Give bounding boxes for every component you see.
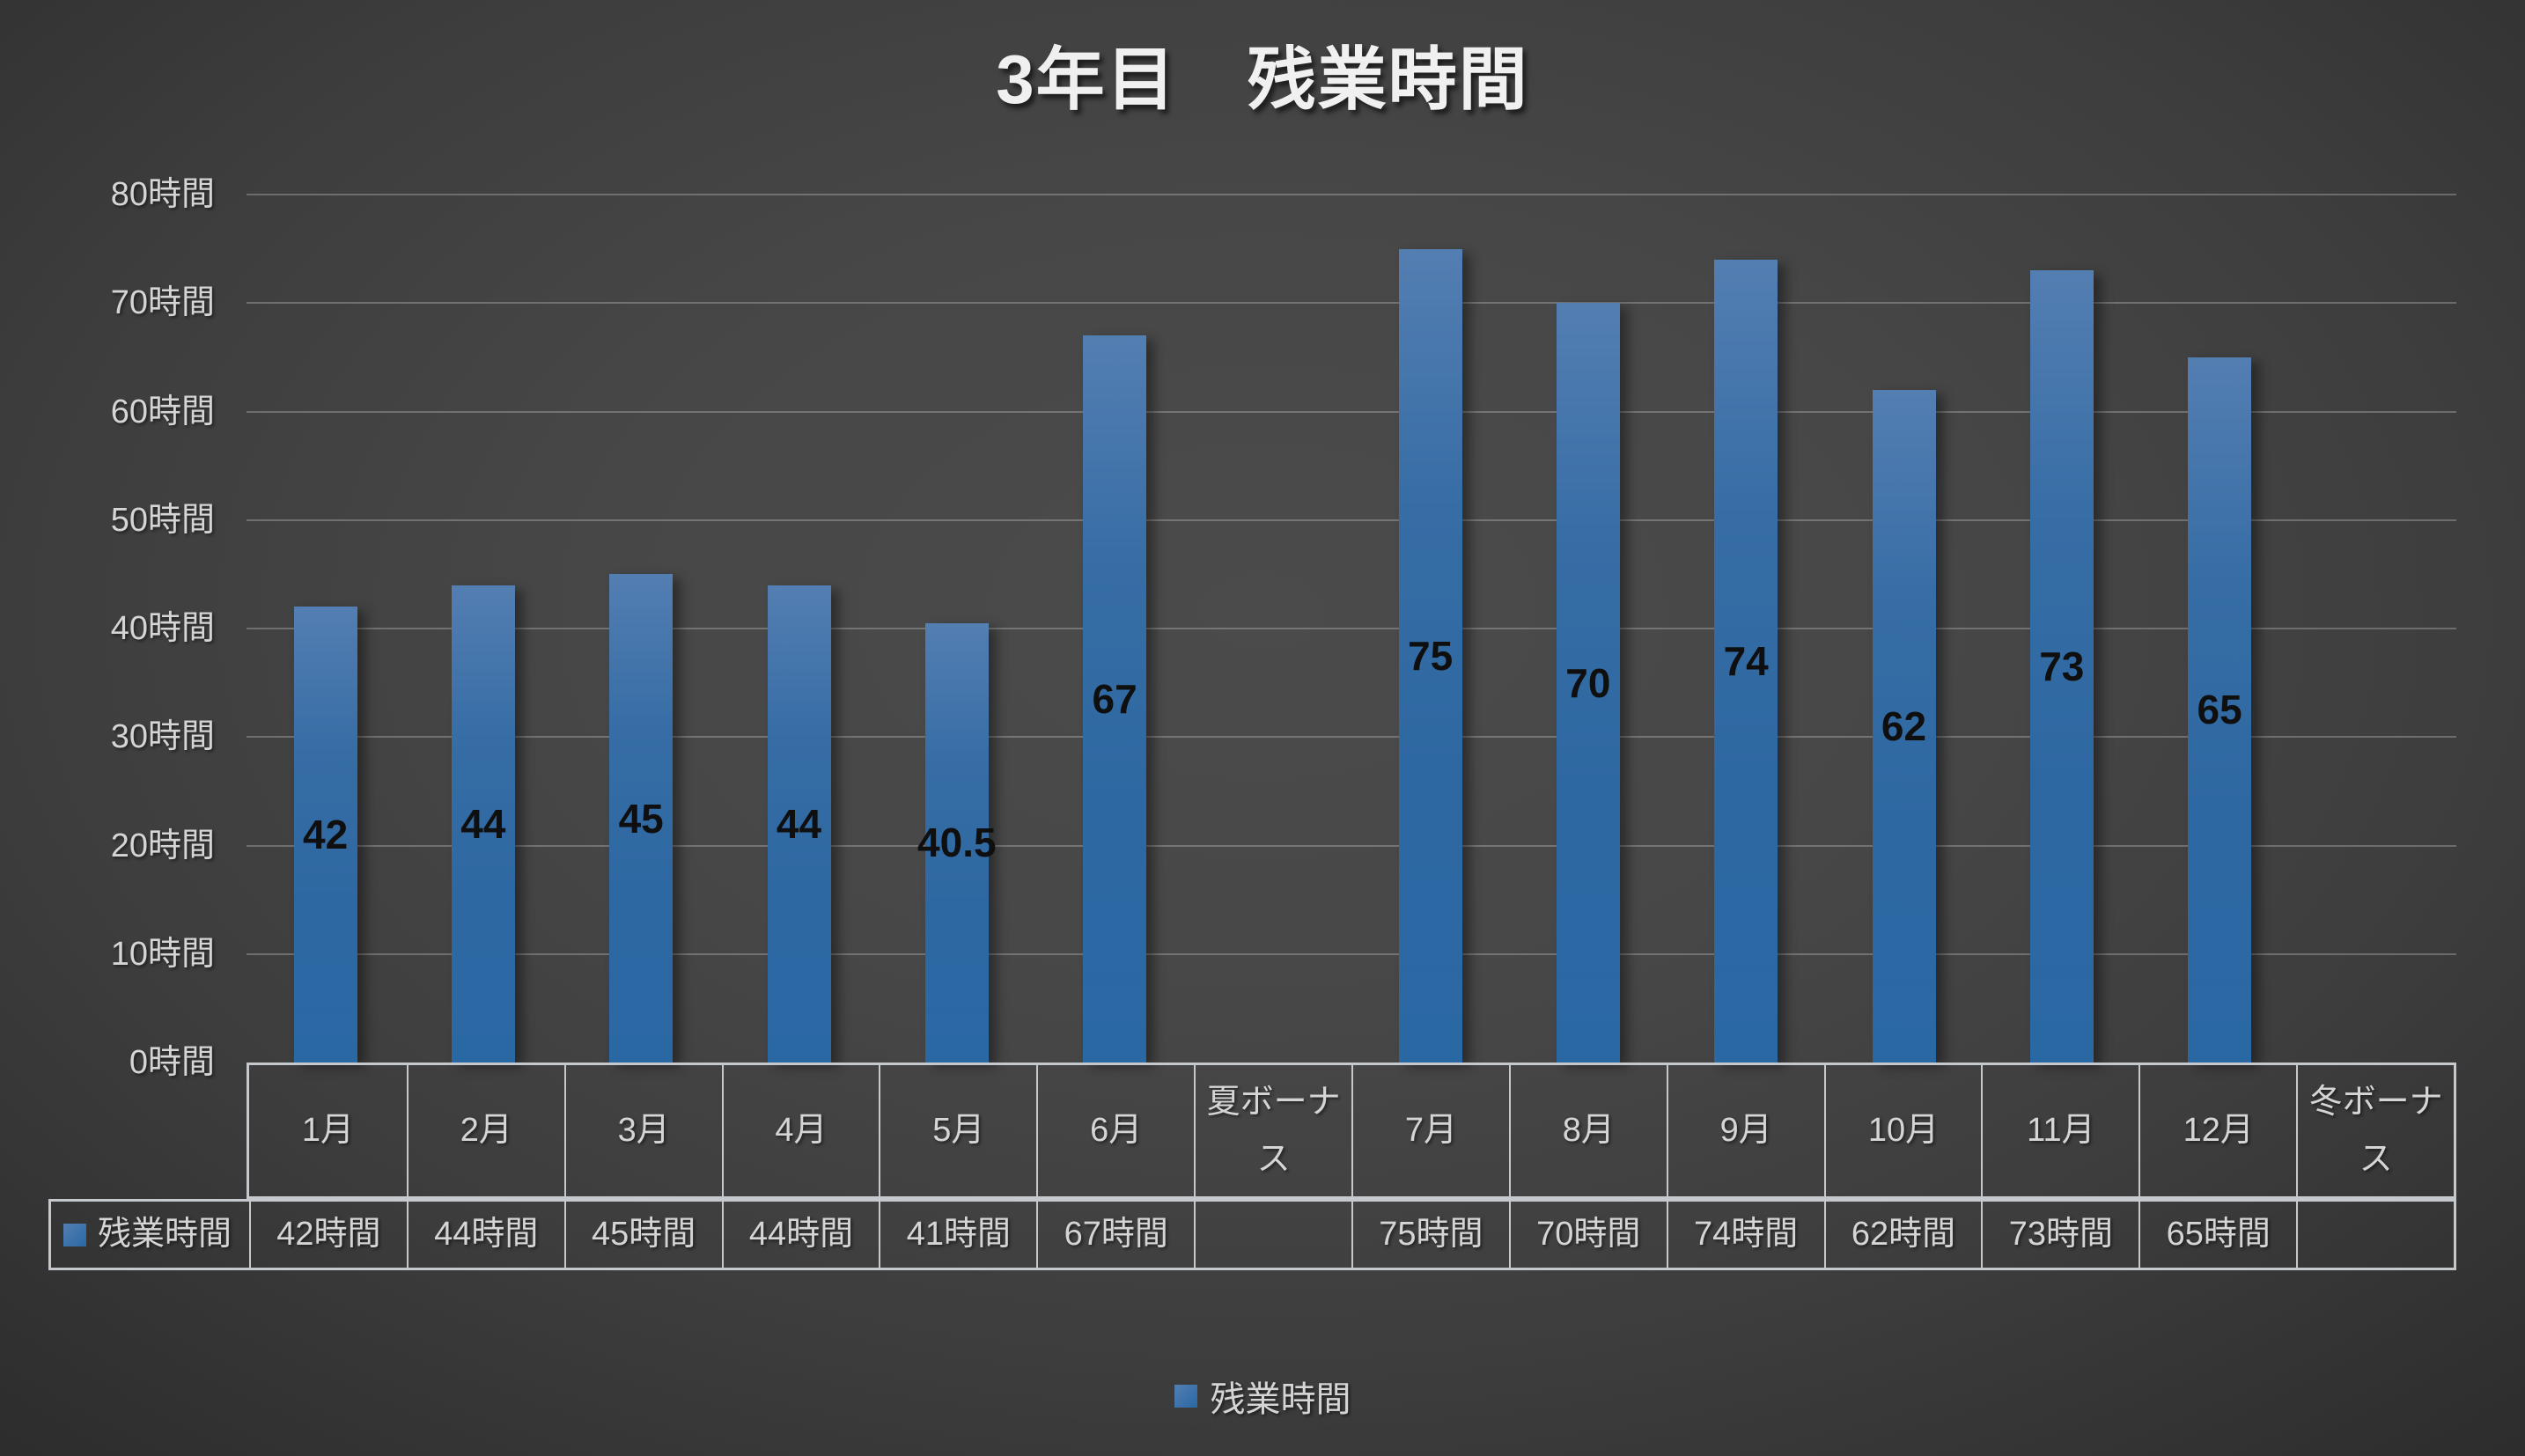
table-value-cell: 44時間	[721, 1202, 880, 1268]
bar-data-label: 62	[1881, 702, 1927, 749]
y-axis-tick-label: 10時間	[110, 935, 215, 973]
legend-label: 残業時間	[1210, 1380, 1351, 1419]
table-value-cell: 62時間	[1823, 1202, 1982, 1268]
legend-swatch-icon	[1174, 1385, 1197, 1408]
table-value-cell: 45時間	[563, 1202, 722, 1268]
table-category-header: 1月	[301, 1112, 354, 1150]
table-category-header: 4月	[721, 1065, 880, 1196]
table-category-header: 12月	[2139, 1065, 2296, 1196]
y-axis-tick-label: 40時間	[110, 610, 215, 647]
legend-swatch-icon	[63, 1223, 86, 1246]
table-value-cell: 73時間	[1981, 1202, 2139, 1268]
bar[interactable]: 40.5	[917, 622, 997, 1063]
gridline-h	[247, 736, 2456, 739]
bar[interactable]: 65	[2188, 357, 2252, 1063]
table-value-cell: 74時間	[1666, 1202, 1824, 1268]
bar-data-label: 40.5	[917, 820, 997, 866]
gridline-h	[247, 302, 2456, 305]
gridline-h	[247, 952, 2456, 955]
y-axis-tick-label: 70時間	[110, 284, 215, 322]
y-axis-tick-label: 0時間	[129, 1044, 215, 1081]
y-axis-tick-label: 30時間	[110, 718, 215, 756]
bar[interactable]: 44	[767, 585, 831, 1063]
table-value-cell: 65時間	[2139, 1202, 2296, 1268]
table-value-cell: 41時間	[879, 1202, 1036, 1268]
chart-title: 3年目 残業時間	[996, 40, 1529, 118]
table-value-cell: 44時間	[406, 1202, 564, 1268]
gridline-h	[247, 628, 2456, 629]
bar[interactable]: 73	[2029, 270, 2094, 1063]
bar-data-label: 44	[460, 800, 506, 847]
table-category-header: 9月	[1666, 1065, 1824, 1196]
y-axis-tick-label: 60時間	[110, 393, 215, 430]
bar[interactable]: 62	[1872, 389, 1936, 1063]
chart-legend: 残業時間	[0, 1370, 2525, 1423]
bar-data-label: 44	[776, 800, 822, 847]
table-category-header: 11月	[1981, 1065, 2139, 1196]
table-category-header: 7月	[1351, 1065, 1509, 1196]
data-table-value-row: 残業時間 42時間 44時間 45時間 44時間 41時間 67時間 75時間 70時間 74時間…	[48, 1199, 2456, 1270]
bar[interactable]: 44	[451, 585, 515, 1063]
table-category-header: 5月	[879, 1065, 1036, 1196]
bar[interactable]: 42	[293, 607, 357, 1063]
table-category-header: 2月	[406, 1065, 564, 1196]
table-series-key: 残業時間	[51, 1202, 249, 1268]
bar[interactable]: 45	[609, 574, 674, 1063]
table-value-cell: 75時間	[1351, 1202, 1509, 1268]
bar-data-label: 65	[2197, 687, 2242, 733]
y-axis-tick-label: 50時間	[110, 501, 215, 539]
table-category-header: 3月	[563, 1065, 722, 1196]
bar-data-label: 70	[1565, 659, 1611, 706]
table-value-cell: 42時間	[249, 1202, 407, 1268]
bar-data-label: 45	[618, 795, 664, 842]
table-category-header: 10月	[1823, 1065, 1982, 1196]
bar-data-label: 67	[1092, 676, 1137, 723]
y-axis-tick-label: 80時間	[110, 176, 215, 213]
bar[interactable]: 67	[1083, 335, 1147, 1063]
bar-data-label: 42	[303, 812, 349, 858]
table-category-header: 6月	[1036, 1065, 1194, 1196]
y-axis-tick-label: 20時間	[110, 827, 215, 864]
bar-data-label: 75	[1408, 632, 1454, 679]
bar[interactable]: 70	[1556, 303, 1620, 1063]
table-value-cell	[1194, 1202, 1351, 1268]
table-value-cell: 67時間	[1036, 1202, 1194, 1268]
table-category-header: 冬ボーナス	[2296, 1065, 2454, 1196]
gridline-h	[247, 518, 2456, 521]
gridline-h	[247, 410, 2456, 413]
table-value-cell	[2296, 1202, 2454, 1268]
table-category-header: 夏ボーナス	[1194, 1065, 1351, 1196]
gridline-h	[247, 194, 2456, 195]
table-category-header: 8月	[1508, 1065, 1667, 1196]
data-table-header-row: 1月 2月 3月 4月 5月 6月 夏ボーナス 7月 8月 9月 10月 11月 12月 冬ボーナス	[247, 1063, 2456, 1199]
bar-data-label: 73	[2039, 643, 2085, 690]
table-series-label: 残業時間	[98, 1216, 232, 1254]
gridline-h	[247, 844, 2456, 847]
bar[interactable]: 75	[1398, 248, 1462, 1063]
table-value-cell: 70時間	[1508, 1202, 1667, 1268]
bar[interactable]: 74	[1714, 259, 1778, 1063]
bar-data-label: 74	[1723, 637, 1769, 684]
